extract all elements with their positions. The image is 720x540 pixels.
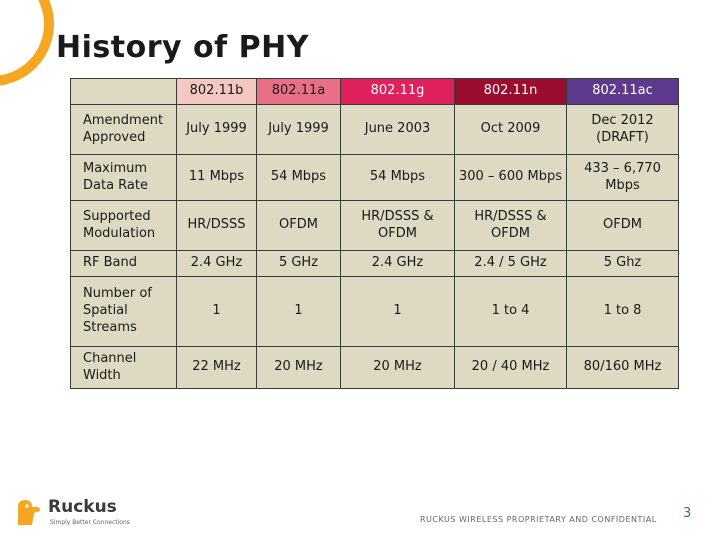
ruckus-logo: Ruckus Simply Better Connections [14,495,144,535]
table-cell: 5 Ghz [566,250,679,277]
table-cell: 1 to 8 [566,276,679,347]
row-label: Channel Width [70,346,177,389]
table-cell: 1 [176,276,257,347]
table-cell: 1 [256,276,341,347]
slide-title: History of PHY [56,30,309,65]
column-header-802-11ac: 802.11ac [566,78,679,105]
table-cell: July 1999 [176,104,257,155]
table-cell: Oct 2009 [454,104,567,155]
corner-ring-decoration [0,0,54,86]
table-cell: 300 – 600 Mbps [454,154,567,201]
row-label: Maximum Data Rate [70,154,177,201]
table-cell: 54 Mbps [340,154,455,201]
column-header-802-11n: 802.11n [454,78,567,105]
table-row-supported-modulation: Supported Modulation HR/DSSS OFDM HR/DSS… [70,200,679,251]
table-cell: 1 [340,276,455,347]
table-row-spatial-streams: Number of Spatial Streams 1 1 1 1 to 4 1… [70,276,679,347]
dog-icon [18,500,40,525]
table-cell: OFDM [256,200,341,251]
table-row-amendment-approved: Amendment Approved July 1999 July 1999 J… [70,104,679,155]
table-cell: 11 Mbps [176,154,257,201]
table-cell: 1 to 4 [454,276,567,347]
page-number: 3 [683,506,692,521]
logo-tagline: Simply Better Connections [50,519,130,526]
phy-history-table: 802.11b 802.11a 802.11g 802.11n 802.11ac… [70,78,679,389]
row-label: Supported Modulation [70,200,177,251]
row-label: RF Band [70,250,177,277]
table-cell: Dec 2012 (DRAFT) [566,104,679,155]
table-cell: 80/160 MHz [566,346,679,389]
table-cell: 20 / 40 MHz [454,346,567,389]
table-cell: 2.4 GHz [340,250,455,277]
table-cell: HR/DSSS & OFDM [454,200,567,251]
table-cell: 2.4 / 5 GHz [454,250,567,277]
table-cell: 5 GHz [256,250,341,277]
row-label: Number of Spatial Streams [70,276,177,347]
table-row-maximum-data-rate: Maximum Data Rate 11 Mbps 54 Mbps 54 Mbp… [70,154,679,201]
header-blank-cell [70,78,177,105]
table-cell: June 2003 [340,104,455,155]
logo-name: Ruckus [48,497,117,517]
table-cell: 20 MHz [340,346,455,389]
table-cell: HR/DSSS & OFDM [340,200,455,251]
table-cell: 22 MHz [176,346,257,389]
row-label: Amendment Approved [70,104,177,155]
table-row-channel-width: Channel Width 22 MHz 20 MHz 20 MHz 20 / … [70,346,679,389]
table-cell: July 1999 [256,104,341,155]
table-cell: 433 – 6,770 Mbps [566,154,679,201]
column-header-802-11b: 802.11b [176,78,257,105]
table-cell: 20 MHz [256,346,341,389]
table-cell: OFDM [566,200,679,251]
table-row-rf-band: RF Band 2.4 GHz 5 GHz 2.4 GHz 2.4 / 5 GH… [70,250,679,277]
table-cell: HR/DSSS [176,200,257,251]
table-cell: 2.4 GHz [176,250,257,277]
confidential-footer: RUCKUS WIRELESS PROPRIETARY AND CONFIDEN… [420,515,657,524]
column-header-802-11a: 802.11a [256,78,341,105]
column-header-802-11g: 802.11g [340,78,455,105]
table-header-row: 802.11b 802.11a 802.11g 802.11n 802.11ac [70,78,679,105]
table-cell: 54 Mbps [256,154,341,201]
